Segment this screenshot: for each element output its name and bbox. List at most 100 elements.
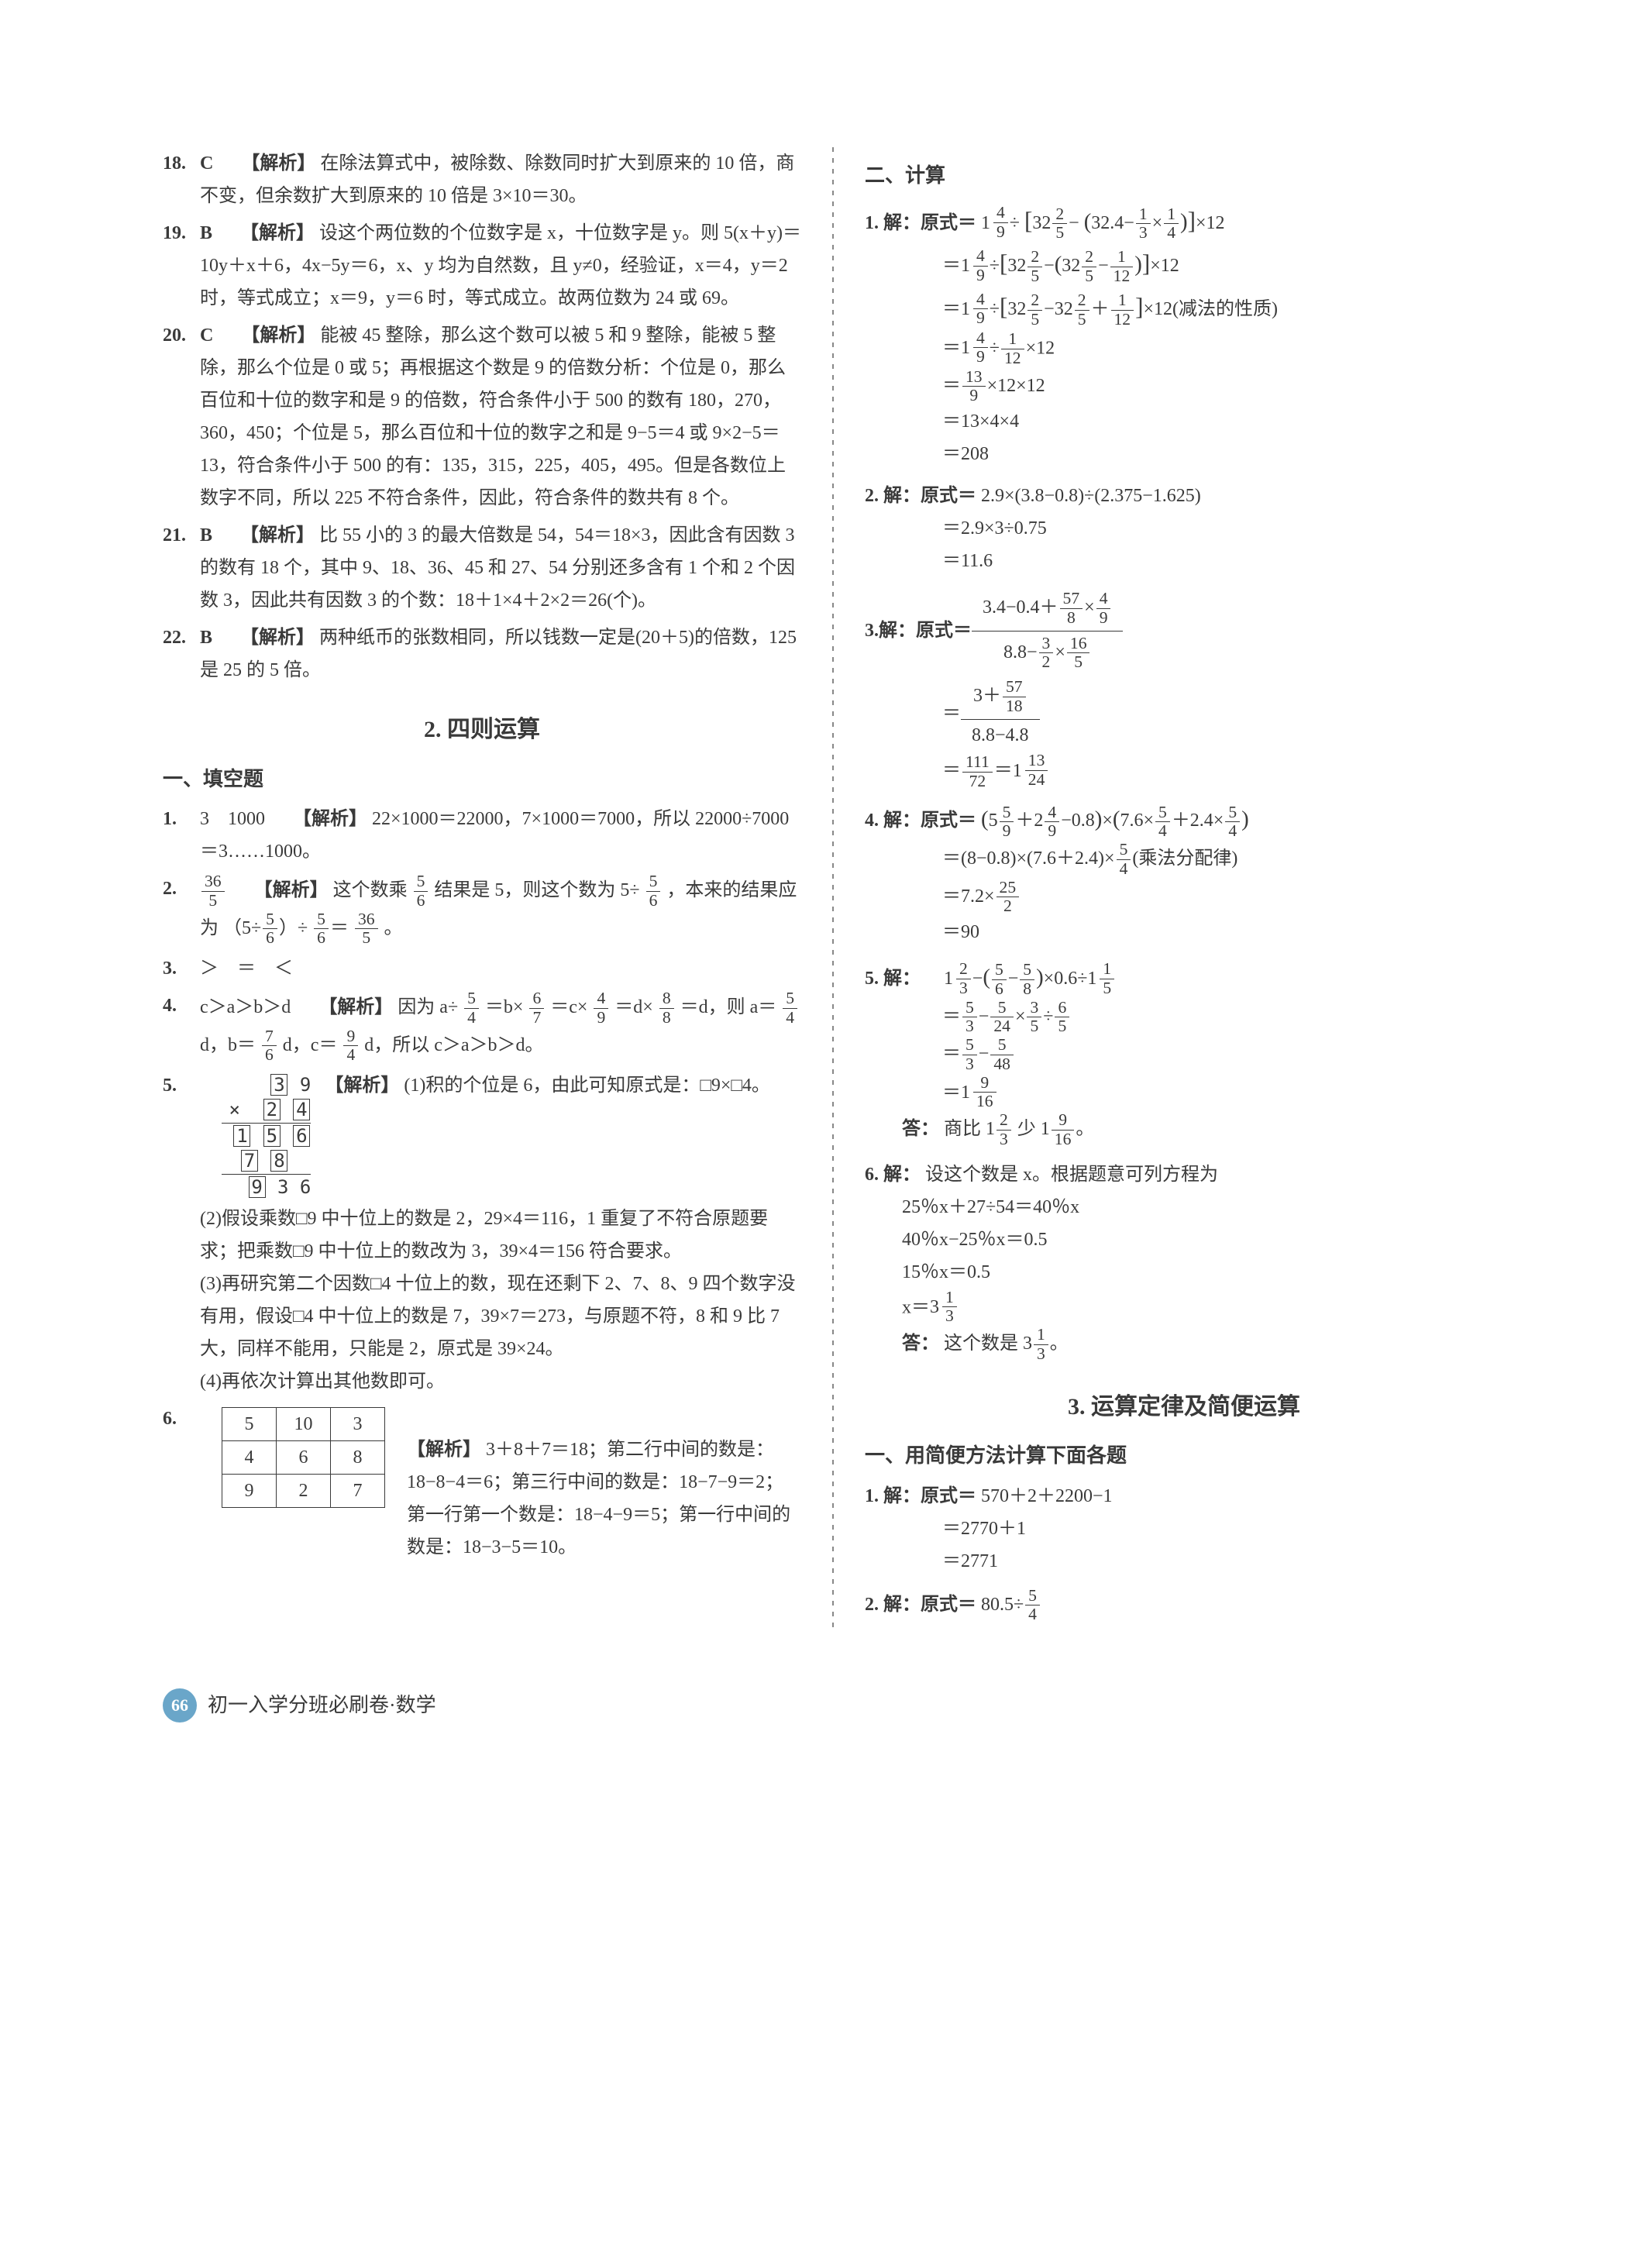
fraction: 54 <box>783 989 797 1027</box>
answer-label: 答： <box>902 1334 939 1354</box>
item-body: 3 1000 【解析】 22×1000＝22000，7×1000＝7000，所以… <box>200 803 801 868</box>
answer-letter: C <box>200 325 213 346</box>
solution-prefix: 解： <box>883 1165 921 1185</box>
item-body: 5103 468 927 【解析】 3＋8＋7＝18；第二行中间的数是：18−8… <box>200 1402 801 1564</box>
fraction: 88 <box>659 989 674 1027</box>
text: 。 <box>384 917 403 938</box>
text: 这个数乘 <box>333 880 408 900</box>
answer-letter: B <box>200 223 212 243</box>
big-fraction: 3＋5718 8.8−4.8 <box>961 675 1040 752</box>
item-body: B 【解析】 两种纸币的张数相同，所以钱数一定是(20＋5)的倍数，125 是 … <box>200 621 801 687</box>
item-number: 5. <box>865 969 879 989</box>
fraction: 365 <box>201 872 225 910</box>
fraction: 13 <box>1136 205 1151 243</box>
text: ＝c× <box>550 997 587 1017</box>
item-body: C 【解析】 能被 45 整除，那么这个数可以被 5 和 9 整除，能被 5 整… <box>200 319 801 515</box>
text: ＝d，则 a＝ <box>680 997 777 1017</box>
analysis-text: 能被 45 整除，那么这个数可以被 5 和 9 整除，能被 5 整除，那么个位是… <box>200 325 786 508</box>
fraction: 365 <box>355 910 378 948</box>
calc-1: 1. 解：原式＝ 149÷ [3225− (32.4−13×14)]×12 ＝1… <box>865 200 1503 471</box>
text: ＝b× <box>485 997 524 1017</box>
subsection-calc: 二、计算 <box>865 158 1503 194</box>
left-column: 18. C 【解析】 在除法算式中，被除数、除数同时扩大到原来的 10 倍，商不… <box>163 147 801 1633</box>
item-number: 22. <box>163 621 200 687</box>
fill-1: 1. 3 1000 【解析】 22×1000＝22000，7×1000＝7000… <box>163 803 801 868</box>
fraction: 56 <box>263 910 277 948</box>
answer-letter: C <box>200 153 213 174</box>
item-body: 3 9 × 2 4 1 5 6 7 8 9 3 6 【解析】 (1)积的个位是 … <box>200 1069 801 1398</box>
fill-4: 4. c＞a＞b＞d 【解析】 因为 a÷ 54 ＝b× 67 ＝c× 49 ＝… <box>163 989 801 1065</box>
subsection-simple: 一、用简便方法计算下面各题 <box>865 1438 1503 1474</box>
item-number: 20. <box>163 319 200 515</box>
calc-line: ＝11.6 <box>865 545 1503 577</box>
right-column: 二、计算 1. 解：原式＝ 149÷ [3225− (32.4−13×14)]×… <box>865 147 1503 1633</box>
note: (乘法分配律) <box>1132 848 1237 869</box>
item-number: 2. <box>865 486 879 506</box>
section-title-3: 3. 运算定律及简便运算 <box>865 1387 1503 1428</box>
solution-prefix: 解： <box>883 969 921 989</box>
fraction: 49 <box>594 989 608 1027</box>
item-number: 6. <box>163 1402 200 1564</box>
fraction: 56 <box>646 872 661 910</box>
fraction: 76 <box>262 1027 277 1065</box>
item-number: 18. <box>163 147 200 212</box>
answer-text: 。 <box>1076 1119 1094 1139</box>
calc-line: 40％x−25％x＝0.5 <box>865 1223 1503 1256</box>
page-number-badge: 66 <box>163 1688 197 1723</box>
answer-letter: B <box>200 628 212 648</box>
calc-line: 15％x＝0.5 <box>865 1256 1503 1289</box>
fraction: 25 <box>1052 205 1067 243</box>
analysis-label: 【解析】 <box>240 628 315 648</box>
text: d，所以 c＞a＞b＞d。 <box>364 1034 543 1055</box>
calc-2: 2. 解：原式＝ 2.9×(3.8−0.8)÷(2.375−1.625) ＝2.… <box>865 480 1503 577</box>
note: (减法的性质) <box>1172 299 1278 319</box>
fraction: 14 <box>1164 205 1179 243</box>
calc-line: 25％x＋27÷54＝40％x <box>865 1191 1503 1223</box>
fill-3: 3. ＞ ＝ ＜ <box>163 952 801 985</box>
analysis-label: 【解析】 <box>254 880 329 900</box>
fraction: 56 <box>314 910 329 948</box>
calc-6: 6. 解： 设这个数是 x。根据题意可列方程为 25％x＋27÷54＝40％x … <box>865 1158 1503 1364</box>
answer-text: ＞ ＝ ＜ <box>200 952 801 985</box>
text: 结果是 5，则这个数为 5÷ <box>434 880 639 900</box>
item-number: 4. <box>163 989 200 1065</box>
q18: 18. C 【解析】 在除法算式中，被除数、除数同时扩大到原来的 10 倍，商不… <box>163 147 801 212</box>
long-multiplication: 3 9 × 2 4 1 5 6 7 8 9 3 6 <box>222 1072 311 1199</box>
text: d，b＝ <box>200 1034 256 1055</box>
item-number: 21. <box>163 519 200 617</box>
answer-text: c＞a＞b＞d <box>200 997 291 1017</box>
analysis-label: 【解析】 <box>407 1440 481 1460</box>
fraction: 67 <box>529 989 544 1027</box>
analysis-label: 【解析】 <box>293 809 367 829</box>
fraction: 56 <box>414 872 429 910</box>
item-number: 2. <box>163 872 200 948</box>
calc-line: 2.9×(3.8−0.8)÷(2.375−1.625) <box>981 486 1201 506</box>
solution-prefix: 解：原式＝ <box>879 614 972 647</box>
calc-line: ＝2770＋1 <box>865 1513 1503 1545</box>
analysis-label: 【解析】 <box>241 153 315 174</box>
solution-prefix: 解：原式＝ <box>883 1486 976 1506</box>
solution-prefix: 解：原式＝ <box>883 810 976 831</box>
q22: 22. B 【解析】 两种纸币的张数相同，所以钱数一定是(20＋5)的倍数，12… <box>163 621 801 687</box>
analysis-text: 22×1000＝22000，7×1000＝7000，所以 22000÷7000＝… <box>200 809 789 862</box>
column-divider <box>832 147 834 1633</box>
fraction: 94 <box>343 1027 358 1065</box>
answer-label: 答： <box>902 1119 939 1139</box>
calc-line: 570＋2＋2200−1 <box>981 1486 1113 1506</box>
item-body: c＞a＞b＞d 【解析】 因为 a÷ 54 ＝b× 67 ＝c× 49 ＝d× … <box>200 989 801 1065</box>
simple-1: 1. 解：原式＝ 570＋2＋2200−1 ＝2770＋1 ＝2771 <box>865 1480 1503 1578</box>
item-number: 6. <box>865 1165 879 1185</box>
analysis-text: (4)再依次计算出其他数即可。 <box>200 1365 801 1398</box>
fill-6: 6. 5103 468 927 【解析】 3＋8＋7＝18；第二行中间的数是：1… <box>163 1402 801 1564</box>
solution-prefix: 解：原式＝ <box>883 1595 976 1615</box>
item-body: C 【解析】 在除法算式中，被除数、除数同时扩大到原来的 10 倍，商不变，但余… <box>200 147 801 212</box>
big-fraction: 3.4−0.4＋578×49 8.8−32×165 <box>972 587 1123 675</box>
simple-2: 2. 解：原式＝ 80.5÷54 <box>865 1587 1503 1625</box>
analysis-text: (1)积的个位是 6，由此可知原式是：□9×□4。 <box>404 1075 770 1096</box>
q20: 20. C 【解析】 能被 45 整除，那么这个数可以被 5 和 9 整除，能被… <box>163 319 801 515</box>
item-number: 1. <box>163 803 200 868</box>
item-number: 19. <box>163 217 200 315</box>
answer-text: 3 1000 <box>200 809 265 829</box>
two-column-layout: 18. C 【解析】 在除法算式中，被除数、除数同时扩大到原来的 10 倍，商不… <box>163 147 1503 1633</box>
item-number: 1. <box>865 213 879 233</box>
